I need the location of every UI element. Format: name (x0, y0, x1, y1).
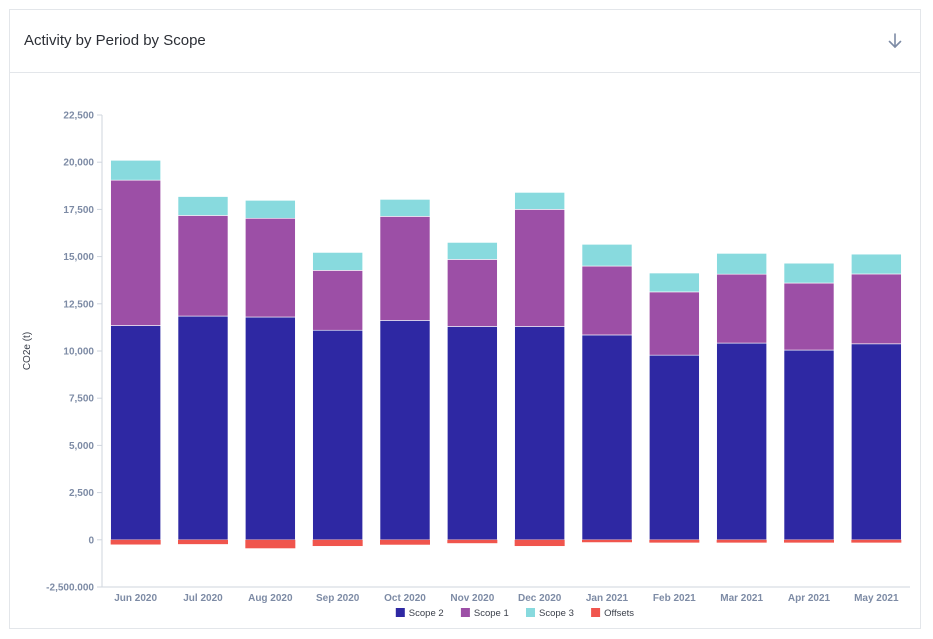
legend-swatch (460, 608, 470, 617)
bar-scope1 (783, 282, 835, 351)
bar-offsets (784, 539, 834, 543)
x-tick-label: Jun 2020 (114, 593, 157, 604)
bar-scope3 (245, 200, 296, 219)
x-tick-label: Sep 2020 (316, 593, 360, 604)
x-tick-label: Jul 2020 (183, 593, 223, 604)
legend-label: Scope 2 (409, 608, 444, 619)
y-tick-label: 2,500 (69, 488, 94, 499)
bar-offsets (110, 539, 161, 545)
bar-scope3 (581, 244, 633, 267)
bar-scope2 (716, 342, 767, 541)
x-tick-label: Mar 2021 (720, 593, 763, 604)
bar-scope1 (245, 217, 296, 318)
bar-scope2 (245, 316, 296, 541)
bar-scope3 (514, 192, 565, 210)
download-button[interactable] (884, 30, 906, 52)
bar-offsets (851, 539, 902, 543)
bar-scope2 (783, 349, 835, 541)
bar-scope2 (447, 326, 498, 541)
chart-title: Activity by Period by Scope (24, 32, 206, 49)
legend-label: Scope 1 (474, 608, 509, 619)
bar-offsets (245, 539, 296, 549)
bar-scope1 (581, 265, 633, 336)
x-tick-label: Jan 2021 (586, 593, 629, 604)
x-tick-label: May 2021 (854, 593, 899, 604)
bar-offsets (380, 539, 430, 545)
card-header: Activity by Period by Scope (10, 10, 920, 73)
bar-offsets (447, 539, 498, 544)
y-tick-label: 20,000 (63, 158, 94, 169)
arrow-down-icon (888, 33, 902, 48)
bar-scope2 (514, 326, 565, 541)
x-tick-label: Nov 2020 (450, 593, 494, 604)
bar-offsets (716, 539, 767, 543)
x-tick-label: Aug 2020 (248, 593, 293, 604)
bar-scope2 (581, 334, 633, 541)
bar-scope3 (447, 242, 498, 260)
bar-scope3 (851, 253, 902, 275)
bar-scope2 (379, 320, 431, 541)
bar-offsets (582, 539, 632, 543)
chart-card: Activity by Period by Scope -2,500.000 0 2… (9, 9, 921, 629)
bar-scope3 (649, 272, 700, 293)
chart-area: -2,500.000 0 2,500 5,000 7,500 10,000 12,500 15… (10, 73, 920, 633)
bar-scope1 (716, 273, 767, 344)
bar-scope1 (312, 270, 363, 331)
bar-scope2 (312, 329, 363, 541)
bar-scope2 (110, 325, 161, 541)
bar-scope3 (177, 196, 229, 216)
y-tick-label: 17,500 (63, 205, 94, 216)
legend-label: Scope 3 (539, 608, 574, 619)
bar-scope1 (649, 291, 700, 356)
y-tick-label: 0 (88, 535, 94, 546)
bar-scope1 (379, 216, 431, 321)
legend-swatch (395, 608, 405, 617)
bar-offsets (514, 539, 565, 547)
bar-scope3 (312, 252, 363, 271)
y-tick-label: 10,000 (63, 347, 94, 358)
x-tick-label: Feb 2021 (653, 593, 696, 604)
bar-scope2 (649, 354, 700, 541)
bar-scope3 (110, 160, 161, 181)
bar-offsets (178, 539, 228, 545)
bar-scope3 (783, 262, 835, 284)
bar-scope1 (447, 259, 498, 327)
bar-scope2 (177, 315, 229, 541)
bar-scope1 (110, 179, 161, 326)
y-tick-label: 12,500 (63, 299, 94, 310)
bar-scope1 (514, 209, 565, 327)
y-tick-label: 22,500 (63, 111, 94, 122)
y-axis-title: CO2e (t) (22, 332, 33, 370)
x-tick-label: Dec 2020 (518, 593, 562, 604)
bar-scope2 (851, 343, 902, 541)
bar-scope1 (177, 215, 229, 317)
y-tick-label: 7,500 (69, 394, 94, 405)
y-tick-label: -2,500.000 (46, 583, 94, 594)
x-tick-label: Apr 2021 (788, 593, 831, 604)
bar-scope1 (851, 273, 902, 345)
bar-offsets (312, 539, 363, 547)
bar-offsets (649, 539, 700, 543)
y-tick-label: 15,000 (63, 252, 94, 263)
y-tick-label: 5,000 (69, 441, 94, 452)
bar-scope3 (379, 199, 431, 217)
bar-scope3 (716, 253, 767, 275)
legend-label: Offsets (604, 608, 634, 619)
legend-swatch (591, 608, 601, 617)
legend-swatch (526, 608, 535, 617)
stacked-bar-chart: -2,500.000 0 2,500 5,000 7,500 10,000 12,500 15… (22, 111, 910, 619)
x-tick-label: Oct 2020 (384, 593, 426, 604)
